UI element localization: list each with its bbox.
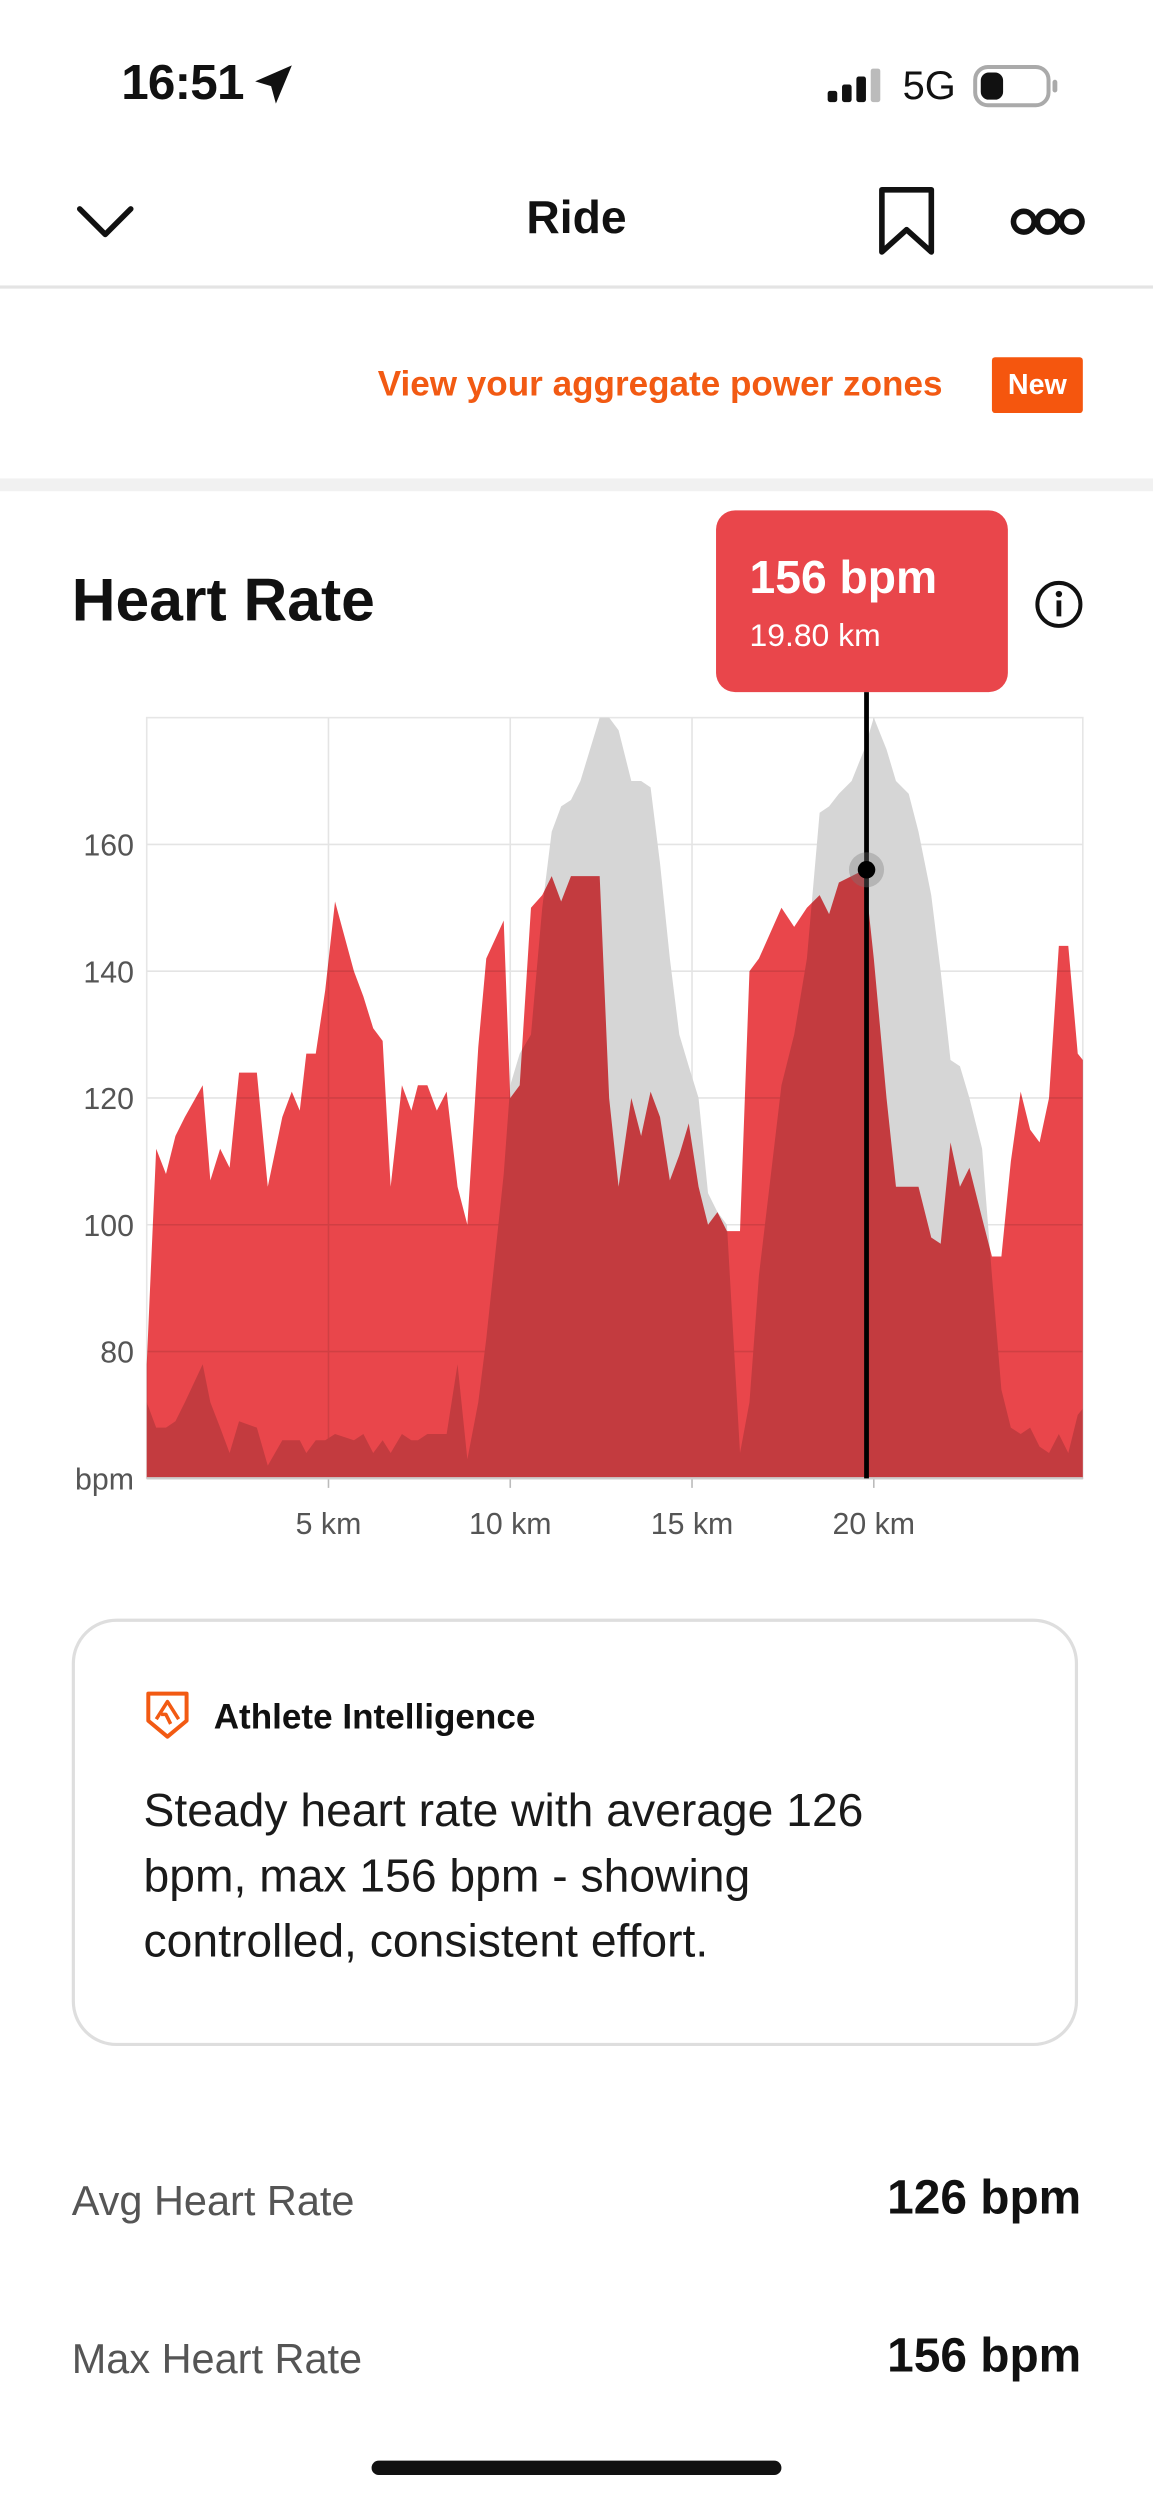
tooltip-box: [716, 510, 1008, 693]
section-title: Heart Rate: [71, 567, 375, 635]
divider: [0, 285, 1153, 289]
insight-title: Athlete Intelligence: [213, 1696, 536, 1737]
x-tick-label: 15 km: [651, 1508, 734, 1541]
tooltip-distance: 19.80 km: [750, 617, 881, 653]
cursor-dot: [857, 861, 876, 879]
tooltip-value: 156 bpm: [750, 551, 938, 603]
insight-icon: [146, 1691, 189, 1739]
back-button[interactable]: [73, 198, 137, 246]
insight-text: Steady heart rate with average 126 bpm, …: [143, 1786, 864, 1968]
area-series: [146, 869, 1083, 1479]
stat-value: 126 bpm: [887, 2172, 1082, 2225]
battery-icon: [973, 64, 1058, 108]
more-button[interactable]: [1008, 203, 1088, 241]
status-time: 16:51: [121, 54, 244, 111]
stat-label: Max Heart Rate: [71, 2334, 363, 2383]
insight-card: [71, 1618, 1079, 2047]
section-divider: [0, 478, 1153, 492]
power-zones-link[interactable]: View your aggregate power zones: [377, 363, 943, 404]
y-tick-label: 120: [83, 1083, 134, 1116]
nav-title: Ride: [526, 192, 627, 244]
bookmark-button[interactable]: [876, 185, 940, 258]
x-tick-label: 20 km: [833, 1508, 916, 1541]
home-indicator: [371, 2460, 782, 2476]
location-icon: [255, 65, 292, 104]
y-tick-label: 140: [83, 956, 134, 989]
network-label: 5G: [902, 63, 956, 109]
y-tick-label: 100: [83, 1210, 134, 1243]
stat-value: 156 bpm: [887, 2329, 1082, 2383]
heart-rate-chart: bpm 80 100 120 140 160 5 km 10 km 15 km 20 km 156 …: [75, 510, 1084, 1541]
y-tick-label: 80: [100, 1337, 134, 1370]
x-tick-label: 5 km: [296, 1508, 362, 1541]
y-tick-label: 160: [83, 830, 134, 863]
stat-label: Avg Heart Rate: [71, 2176, 355, 2225]
info-button[interactable]: [1033, 579, 1084, 630]
signal-icon: [827, 68, 881, 103]
new-badge: New: [991, 357, 1083, 414]
y-tick-label: bpm: [75, 1463, 134, 1496]
x-tick-label: 10 km: [469, 1508, 552, 1541]
